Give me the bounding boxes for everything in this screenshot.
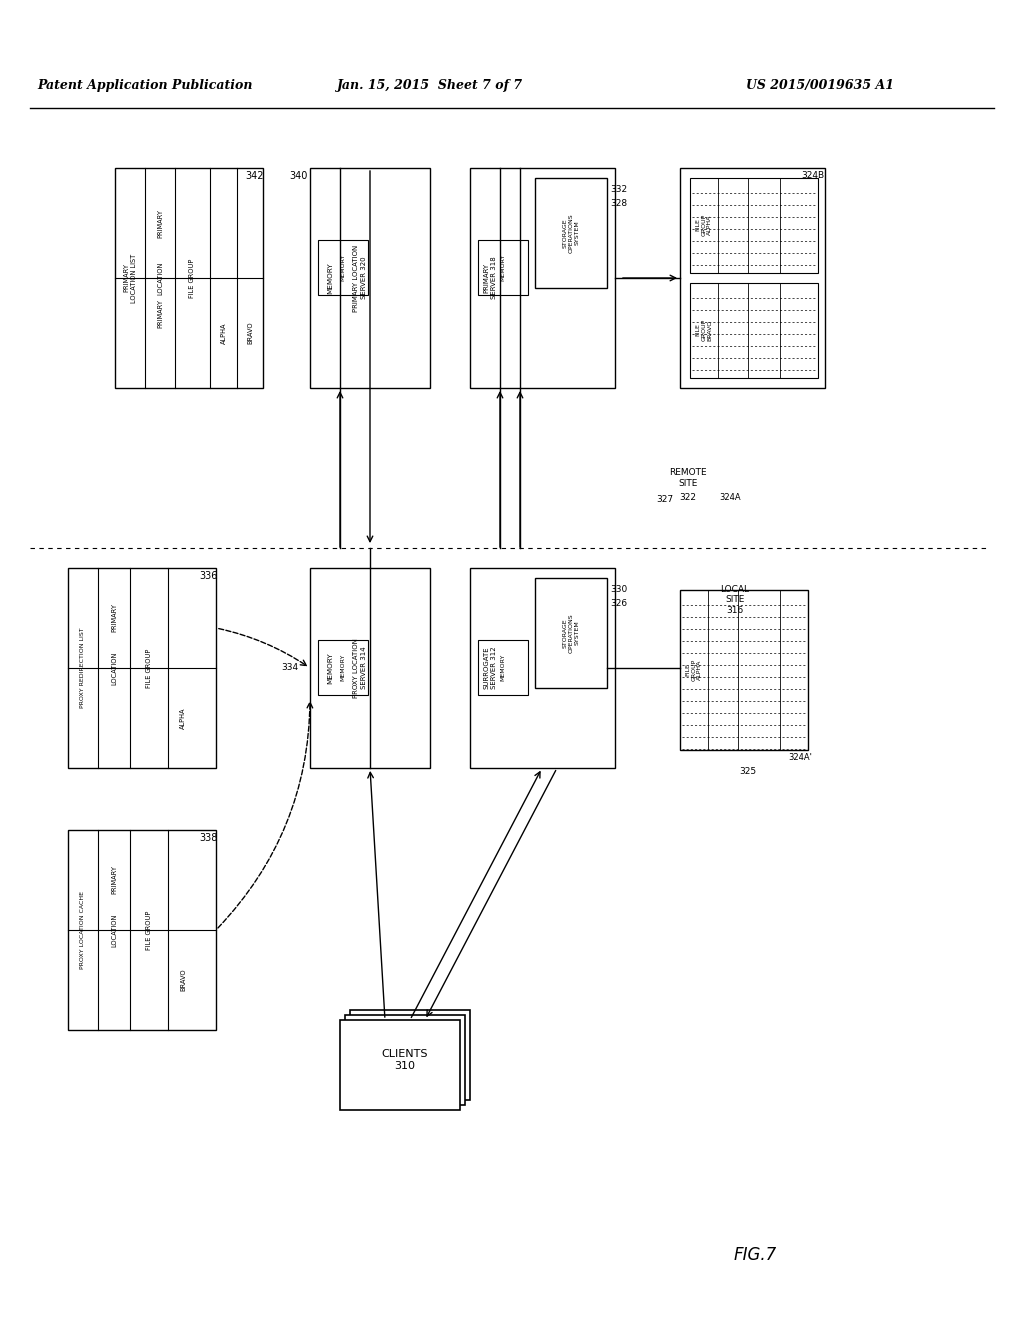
Text: ALPHA: ALPHA bbox=[180, 708, 186, 729]
Text: 327: 327 bbox=[656, 495, 674, 504]
Text: FILE
GROUP
ALPHA: FILE GROUP ALPHA bbox=[695, 214, 713, 236]
Bar bbox=[690, 282, 818, 378]
Text: BRAVO: BRAVO bbox=[180, 969, 186, 991]
Bar bbox=[535, 178, 607, 288]
Text: 326: 326 bbox=[610, 599, 628, 609]
Text: 330: 330 bbox=[610, 586, 628, 594]
Text: MEMORY: MEMORY bbox=[501, 653, 506, 681]
Text: LOCAL
SITE
316: LOCAL SITE 316 bbox=[721, 585, 750, 615]
Bar bbox=[690, 178, 818, 273]
Text: 338: 338 bbox=[199, 833, 217, 843]
Text: 322: 322 bbox=[680, 494, 696, 503]
Text: FILE GROUP: FILE GROUP bbox=[189, 259, 195, 298]
Bar bbox=[470, 168, 615, 388]
Text: FILE GROUP: FILE GROUP bbox=[146, 648, 152, 688]
Text: SURROGATE
SERVER 312: SURROGATE SERVER 312 bbox=[483, 647, 497, 689]
Bar bbox=[115, 168, 263, 388]
Bar bbox=[470, 568, 615, 768]
Bar bbox=[345, 1015, 465, 1105]
Text: MEMORY: MEMORY bbox=[501, 253, 506, 281]
Text: 334: 334 bbox=[282, 664, 299, 672]
Bar bbox=[680, 590, 808, 750]
Bar bbox=[318, 640, 368, 696]
Bar bbox=[680, 168, 825, 388]
Text: PRIMARY: PRIMARY bbox=[157, 298, 163, 327]
Text: 325: 325 bbox=[739, 767, 757, 776]
Text: PRIMARY: PRIMARY bbox=[111, 866, 117, 895]
Text: CLIENTS
310: CLIENTS 310 bbox=[382, 1049, 428, 1071]
Bar bbox=[350, 1010, 470, 1100]
Text: MEMORY: MEMORY bbox=[327, 263, 333, 294]
Text: PROXY LOCATION
SERVER 314: PROXY LOCATION SERVER 314 bbox=[353, 638, 367, 698]
Text: MEMORY: MEMORY bbox=[341, 653, 345, 681]
Text: MEMORY: MEMORY bbox=[327, 652, 333, 684]
Text: US 2015/0019635 A1: US 2015/0019635 A1 bbox=[746, 78, 894, 91]
Text: 342: 342 bbox=[246, 172, 264, 181]
Text: 324A': 324A' bbox=[788, 754, 812, 763]
Bar bbox=[318, 240, 368, 294]
Text: MEMORY: MEMORY bbox=[341, 253, 345, 281]
Text: FILE
GROUP
BRAVO: FILE GROUP BRAVO bbox=[695, 319, 713, 341]
Text: LOCATION: LOCATION bbox=[111, 651, 117, 685]
Bar bbox=[68, 568, 216, 768]
Text: STORAGE
OPERATIONS
SYSTEM: STORAGE OPERATIONS SYSTEM bbox=[563, 614, 580, 653]
Text: BRAVO: BRAVO bbox=[247, 322, 253, 345]
Text: LOCATION: LOCATION bbox=[157, 261, 163, 294]
Text: 324B: 324B bbox=[802, 172, 824, 181]
Bar bbox=[68, 830, 216, 1030]
Bar bbox=[310, 568, 430, 768]
Text: FIG.7: FIG.7 bbox=[733, 1246, 776, 1265]
Bar bbox=[310, 168, 430, 388]
Text: 336: 336 bbox=[199, 572, 217, 581]
Bar bbox=[535, 578, 607, 688]
Text: Patent Application Publication: Patent Application Publication bbox=[37, 78, 253, 91]
Bar bbox=[478, 640, 528, 696]
Text: Jan. 15, 2015  Sheet 7 of 7: Jan. 15, 2015 Sheet 7 of 7 bbox=[337, 78, 523, 91]
Text: 328: 328 bbox=[610, 199, 628, 209]
Text: ALPHA: ALPHA bbox=[221, 322, 227, 343]
Text: PRIMARY
SERVER 318: PRIMARY SERVER 318 bbox=[483, 256, 497, 300]
Bar bbox=[340, 1020, 460, 1110]
Text: PRIMARY
LOCATION LIST: PRIMARY LOCATION LIST bbox=[124, 253, 136, 302]
Text: 340: 340 bbox=[289, 172, 307, 181]
Text: LOCATION: LOCATION bbox=[111, 913, 117, 946]
Bar bbox=[478, 240, 528, 294]
Text: REMOTE
SITE: REMOTE SITE bbox=[670, 469, 707, 487]
Text: PROXY REDIRECTION LIST: PROXY REDIRECTION LIST bbox=[81, 628, 85, 709]
Text: STORAGE
OPERATIONS
SYSTEM: STORAGE OPERATIONS SYSTEM bbox=[563, 214, 580, 253]
Text: 332: 332 bbox=[610, 186, 628, 194]
Text: FILE
GROUP
ALPHA: FILE GROUP ALPHA bbox=[686, 659, 702, 681]
Text: PRIMARY: PRIMARY bbox=[157, 209, 163, 238]
Text: PROXY LOCATION CACHE: PROXY LOCATION CACHE bbox=[81, 891, 85, 969]
Text: FILE GROUP: FILE GROUP bbox=[146, 911, 152, 949]
Text: PRIMARY: PRIMARY bbox=[111, 603, 117, 632]
Text: PRIMARY LOCATION
SERVER 320: PRIMARY LOCATION SERVER 320 bbox=[353, 244, 367, 312]
Text: 324A: 324A bbox=[719, 494, 740, 503]
